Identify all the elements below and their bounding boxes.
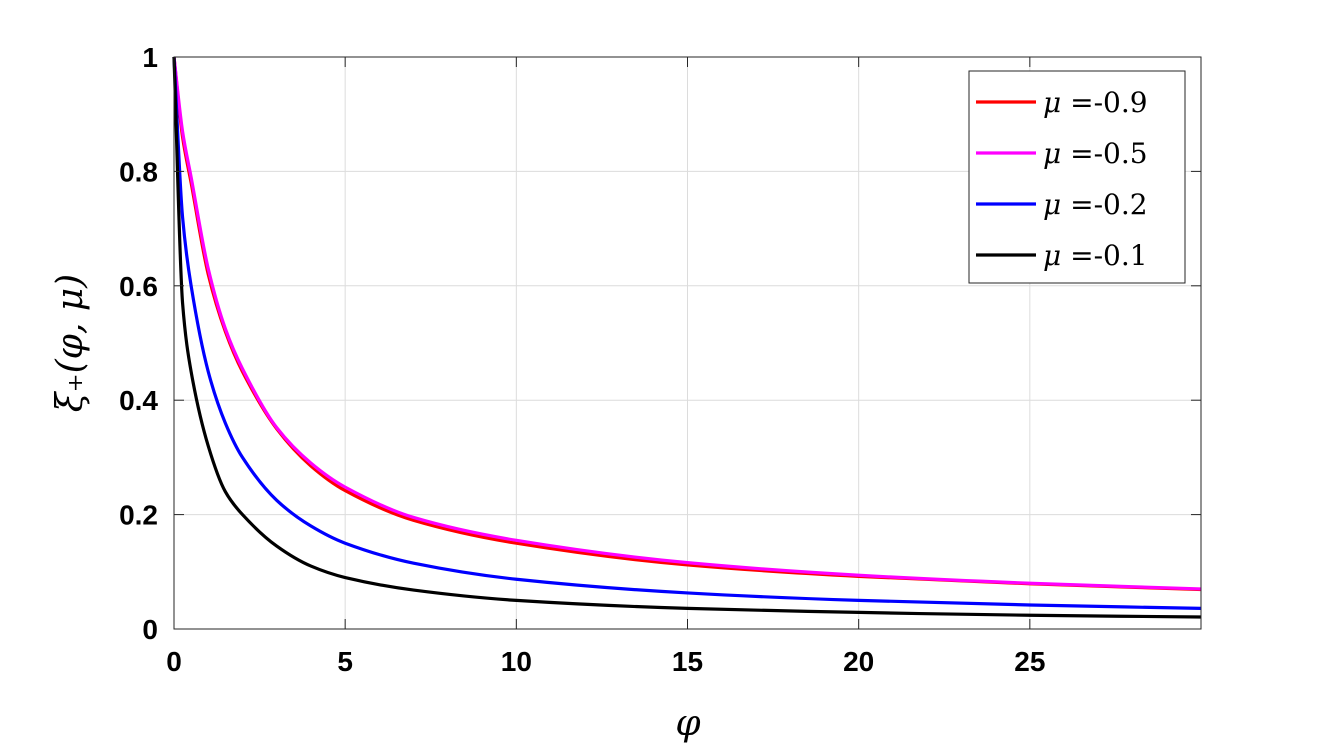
x-tick-label: 0 bbox=[166, 646, 182, 677]
x-tick-label: 20 bbox=[843, 646, 874, 677]
x-axis-label: φ bbox=[675, 703, 701, 744]
legend-symbol: μ bbox=[1043, 86, 1070, 119]
series-line-4 bbox=[172, 56, 1202, 619]
series-group bbox=[172, 56, 1202, 619]
y-tick-label: 1 bbox=[142, 42, 158, 73]
legend-value: =-0.2 bbox=[1070, 188, 1147, 221]
legend-value: =-0.9 bbox=[1070, 86, 1147, 119]
y-axis-label: ξ₊(φ, μ) bbox=[50, 274, 91, 412]
legend: μ =-0.9μ =-0.5μ =-0.2μ =-0.1 bbox=[968, 70, 1186, 284]
series-line-3 bbox=[172, 56, 1202, 611]
legend-symbol: μ bbox=[1043, 188, 1070, 221]
series-line-2 bbox=[172, 56, 1202, 591]
y-tick-label: 0.8 bbox=[119, 156, 158, 187]
legend-box bbox=[968, 70, 1186, 284]
x-tick-label: 5 bbox=[337, 646, 353, 677]
legend-label-4: μ =-0.1 bbox=[1043, 239, 1148, 272]
legend-symbol: μ bbox=[1043, 137, 1070, 170]
legend-label-1: μ =-0.9 bbox=[1043, 86, 1148, 119]
y-tick-label: 0.4 bbox=[119, 385, 158, 416]
x-tick-label: 15 bbox=[672, 646, 703, 677]
legend-value: =-0.1 bbox=[1070, 239, 1147, 272]
legend-label-2: μ =-0.5 bbox=[1043, 137, 1148, 170]
y-tick-label: 0.6 bbox=[119, 271, 158, 302]
legend-symbol: μ bbox=[1043, 239, 1070, 272]
legend-value: =-0.5 bbox=[1070, 137, 1147, 170]
x-tick-label: 25 bbox=[1014, 646, 1045, 677]
x-tick-label: 10 bbox=[501, 646, 532, 677]
axis-ticks: 0 5 10 15 20 25 0 0.2 0.4 0.6 0.8 1 bbox=[119, 42, 1201, 677]
y-tick-label: 0.2 bbox=[119, 500, 158, 531]
legend-label-3: μ =-0.2 bbox=[1043, 188, 1148, 221]
y-tick-label: 0 bbox=[142, 614, 158, 645]
